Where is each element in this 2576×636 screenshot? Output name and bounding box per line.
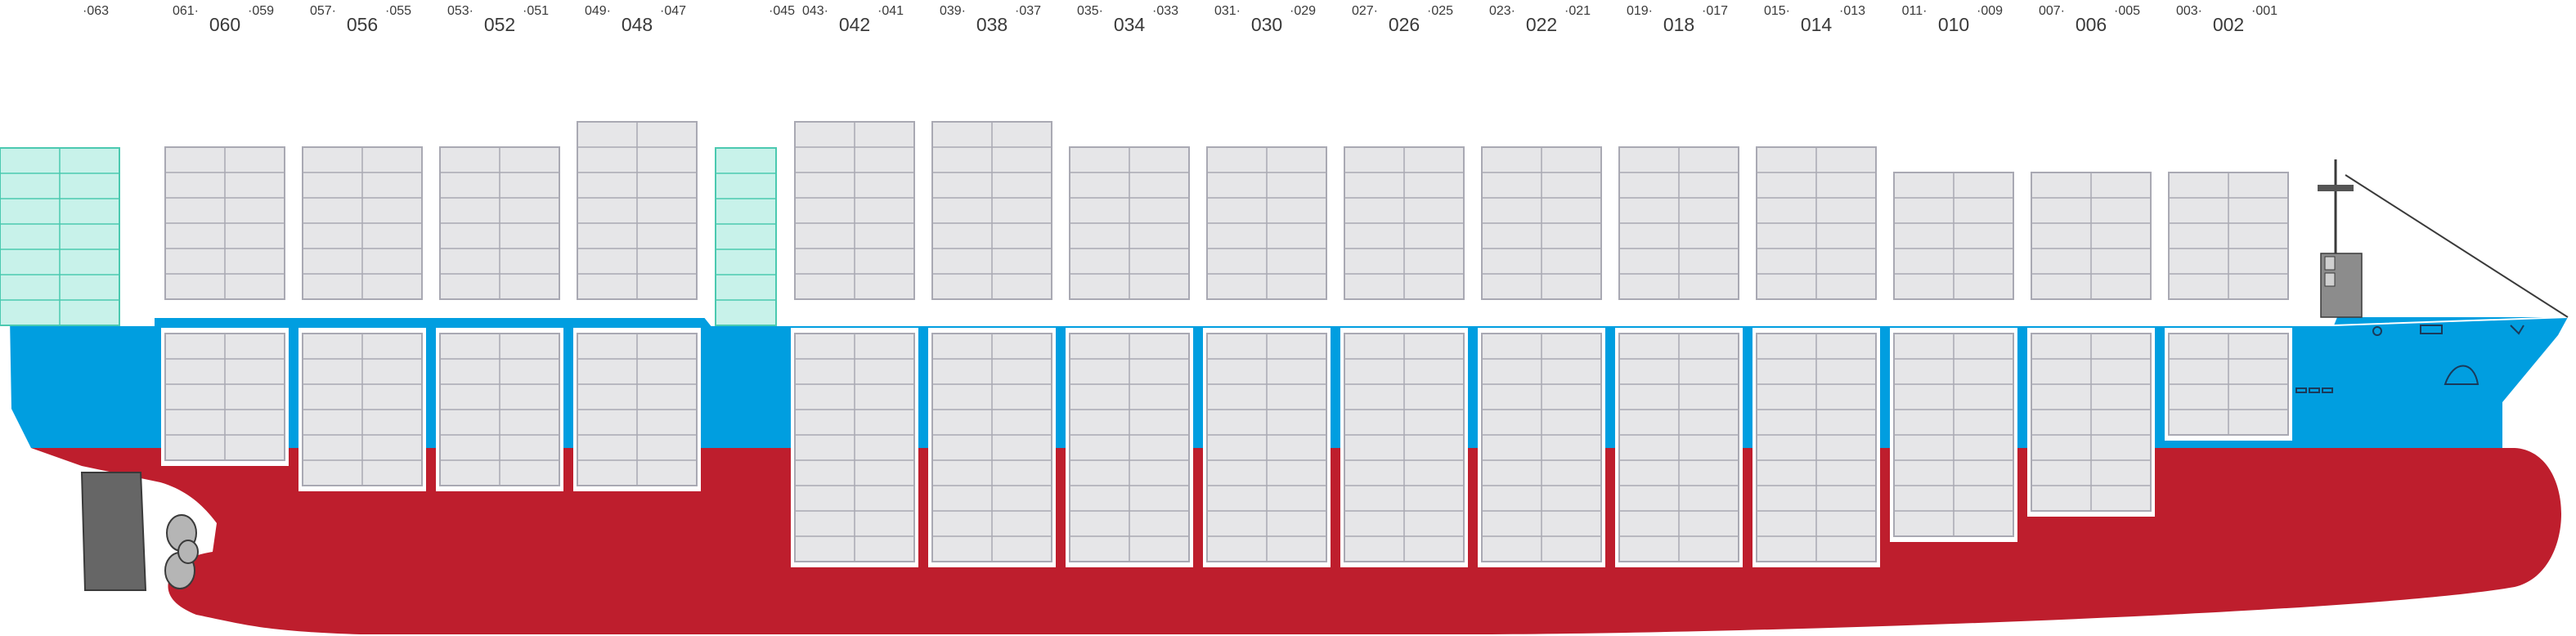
bay-label-main: 006 — [2076, 14, 2107, 35]
bay-label-odd-right: ·047 — [660, 4, 686, 18]
propeller — [164, 514, 199, 589]
bay-label-odd-left: 039· — [940, 4, 966, 18]
bay-label-main: 034 — [1114, 14, 1146, 35]
bay-label-odd-left: 007· — [2039, 4, 2065, 18]
bay-label-main: 018 — [1663, 14, 1694, 35]
bay-label-odd-right: ·045 — [769, 4, 795, 18]
bay-labels: ·063 060 061· ·059 056 057· ·055 052 053· ·051 048… — [83, 4, 2278, 35]
bay-label-odd-left: 053· — [447, 4, 473, 18]
bay-label-main: 030 — [1251, 14, 1282, 35]
bay-label-odd-right: ·037 — [1015, 4, 1041, 18]
containers — [0, 121, 2292, 567]
bay-label-odd-left: 023· — [1489, 4, 1515, 18]
bay-label-main: 042 — [839, 14, 870, 35]
bay-label-odd-left: 015· — [1764, 4, 1790, 18]
bay-label-main: 038 — [976, 14, 1008, 35]
bay-label-odd-right: ·059 — [248, 4, 274, 18]
bay-label-main: 060 — [209, 14, 240, 35]
bay-label-odd-left: 019· — [1627, 4, 1653, 18]
bay-label-odd-right: ·063 — [83, 4, 109, 18]
bay-label-odd-left: 057· — [310, 4, 336, 18]
bay-label-odd-left: 031· — [1214, 4, 1241, 18]
bay-label-main: 014 — [1801, 14, 1833, 35]
bay-label-main: 052 — [484, 14, 515, 35]
bay-label-main: 056 — [347, 14, 378, 35]
deck-line — [25, 316, 2569, 326]
foremast — [2318, 159, 2569, 318]
bow-markings — [2296, 325, 2524, 393]
bay-label-odd-right: ·029 — [1290, 4, 1316, 18]
bay-label-odd-right: ·021 — [1564, 4, 1591, 18]
bay-label-main: 026 — [1389, 14, 1420, 35]
bay-label-odd-left: 043· — [802, 4, 828, 18]
container-stack-deck — [715, 147, 777, 326]
bay-label-main: 048 — [622, 14, 653, 35]
bay-label-odd-left: 011· — [1902, 4, 1928, 18]
bay-label-main: 002 — [2213, 14, 2244, 35]
bay-label-odd-left: 061· — [173, 4, 199, 18]
bay-label-odd-right: ·017 — [1702, 4, 1728, 18]
bay-label-odd-right: ·009 — [1977, 4, 2003, 18]
bay-label-odd-right: ·055 — [385, 4, 411, 18]
bay-label-odd-right: ·025 — [1427, 4, 1453, 18]
bay-label-main: 022 — [1526, 14, 1557, 35]
bay-label-odd-right: ·041 — [877, 4, 904, 18]
bay-label-odd-right: ·051 — [523, 4, 549, 18]
bay-label-odd-right: ·001 — [2251, 4, 2278, 18]
bay-label-odd-right: ·005 — [2114, 4, 2140, 18]
bay-label-odd-left: 049· — [585, 4, 611, 18]
bay-label-odd-left: 035· — [1077, 4, 1103, 18]
rudder — [80, 472, 147, 591]
bay-label-odd-right: ·013 — [1839, 4, 1865, 18]
bay-label-odd-left: 003· — [2176, 4, 2202, 18]
bay-label-main: 010 — [1938, 14, 1969, 35]
bay-label-odd-right: ·033 — [1152, 4, 1178, 18]
bay-label-odd-left: 027· — [1352, 4, 1378, 18]
